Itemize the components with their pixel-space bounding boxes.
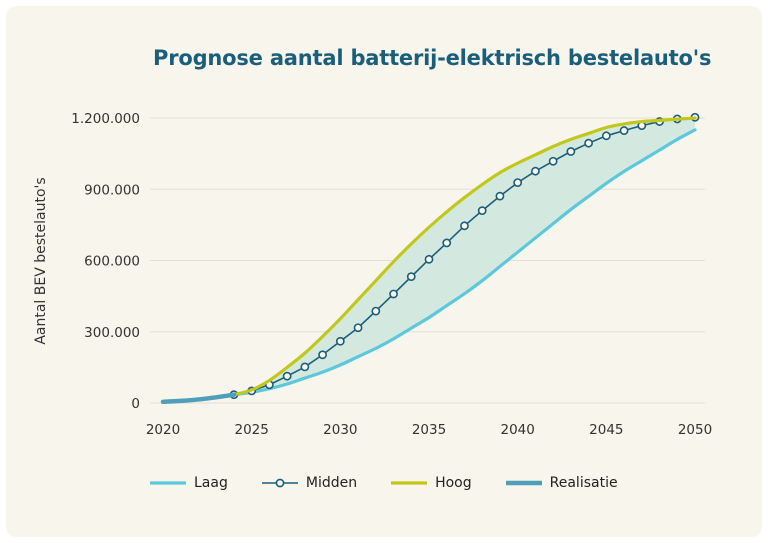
x-tick-label: 2050	[678, 422, 712, 438]
legend-item-midden: Midden	[261, 474, 358, 492]
x-tick-label: 2040	[500, 422, 534, 438]
legend-swatch	[261, 474, 299, 492]
data-point-midden	[566, 147, 576, 156]
data-point-midden	[548, 156, 558, 166]
legend: Laag Midden Hoog Realisatie	[148, 474, 652, 492]
legend-swatch	[148, 474, 188, 492]
data-point-midden	[371, 306, 381, 316]
legend-label: Midden	[305, 475, 358, 491]
y-tick-label: 0	[131, 396, 140, 412]
y-axis-label: Aantal BEV bestelauto's	[33, 177, 49, 344]
data-point-midden	[282, 371, 292, 381]
y-tick-label: 900.000	[84, 182, 140, 198]
chart-title: Prognose aantal batterij-elektrisch best…	[153, 46, 712, 70]
data-point-midden	[353, 323, 363, 333]
data-point-midden	[460, 221, 469, 231]
legend-item-realisatie: Realisatie	[503, 474, 618, 492]
data-point-midden	[513, 178, 523, 187]
legend-label: Hoog	[435, 475, 472, 491]
data-point-midden	[477, 206, 487, 216]
x-tick-label: 2045	[589, 422, 623, 438]
legend-label: Realisatie	[549, 475, 618, 491]
data-point-midden	[531, 166, 540, 176]
legend-swatch	[389, 474, 429, 492]
y-tick-label: 1.200.000	[71, 111, 140, 127]
legend-swatch	[503, 474, 544, 492]
y-tick-label: 300.000	[84, 325, 140, 341]
x-tick-label: 2025	[234, 422, 268, 438]
legend-label: Laag	[194, 475, 228, 491]
data-point-midden	[601, 131, 611, 141]
data-point-midden	[300, 362, 310, 372]
band-laag-hoog	[233, 118, 695, 395]
series-line-laag	[232, 128, 697, 397]
data-point-midden	[318, 350, 327, 360]
y-tick-label: 600.000	[84, 254, 140, 270]
data-point-midden	[406, 272, 416, 282]
data-point-midden	[424, 254, 434, 264]
legend-item-laag: Laag	[148, 474, 228, 492]
data-point-midden	[389, 289, 398, 299]
data-point-midden	[335, 336, 345, 346]
x-tick-label: 2035	[412, 422, 446, 438]
x-tick-label: 2020	[146, 422, 180, 438]
x-tick-label: 2030	[323, 422, 357, 438]
data-point-midden	[619, 126, 629, 135]
data-point-midden	[495, 191, 505, 201]
data-point-midden	[442, 238, 452, 248]
legend-item-hoog: Hoog	[389, 474, 472, 492]
data-point-midden	[584, 138, 593, 148]
series-line-hoog	[232, 116, 697, 397]
series-line-realisatie	[160, 392, 237, 405]
